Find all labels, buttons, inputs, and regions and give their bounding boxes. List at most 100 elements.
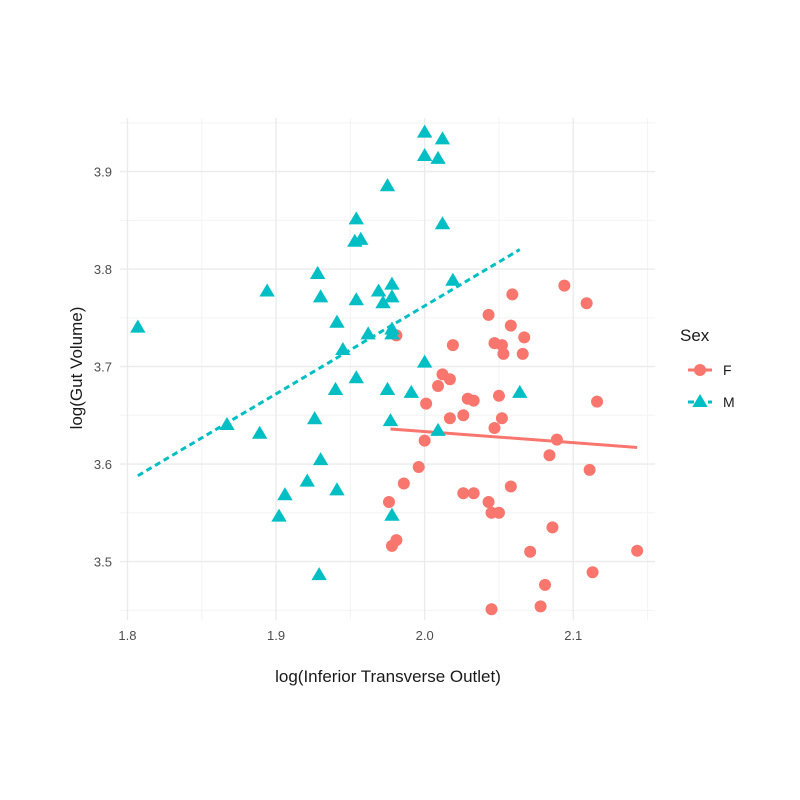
legend-key-marker-m <box>692 393 708 407</box>
grid-lines <box>120 118 655 620</box>
legend-items: FM <box>688 362 735 410</box>
data-point-f <box>497 347 510 360</box>
data-point-m <box>384 507 400 521</box>
data-point-m <box>384 276 400 290</box>
y-tick-label: 3.8 <box>94 262 112 277</box>
data-points <box>130 124 644 616</box>
legend-key-marker-f <box>694 364 706 376</box>
data-point-m <box>312 452 329 466</box>
data-point-m <box>430 422 446 436</box>
data-point-f <box>534 600 547 613</box>
data-point-f <box>504 480 517 493</box>
data-point-f <box>488 421 501 434</box>
data-point-m <box>306 411 323 425</box>
y-tick-label: 3.7 <box>94 360 112 375</box>
data-point-f <box>482 496 495 509</box>
y-tick-label: 3.9 <box>94 165 112 180</box>
y-tick-label: 3.6 <box>94 457 112 472</box>
data-point-m <box>311 567 327 581</box>
data-point-m <box>327 381 344 395</box>
data-point-f <box>504 319 517 332</box>
data-point-f <box>457 487 470 500</box>
data-point-m <box>416 354 433 368</box>
data-point-m <box>312 289 329 303</box>
data-point-m <box>434 216 451 230</box>
data-point-f <box>397 477 410 490</box>
data-point-m <box>416 124 433 138</box>
x-axis-title: log(Inferior Transverse Outlet) <box>275 667 501 686</box>
data-point-m <box>416 147 433 162</box>
data-point-m <box>259 283 275 297</box>
data-point-m <box>130 319 146 333</box>
data-point-m <box>299 473 315 487</box>
data-point-f <box>467 487 480 500</box>
data-point-f <box>446 339 459 352</box>
data-point-f <box>467 394 480 407</box>
data-point-f <box>492 506 505 519</box>
data-point-f <box>385 539 398 552</box>
data-point-m <box>384 289 400 303</box>
data-point-m <box>384 321 400 335</box>
data-point-m <box>360 326 376 340</box>
data-point-f <box>516 347 529 360</box>
data-point-m <box>251 425 268 439</box>
legend-label-f: F <box>723 362 732 378</box>
fit-line-m <box>137 248 521 478</box>
data-point-m <box>403 384 419 398</box>
axis-tick-labels: 1.8 1.9 2.0 2.1 3.5 3.6 3.7 3.8 3.9 <box>94 165 582 643</box>
data-point-f <box>546 521 559 534</box>
data-point-f <box>550 433 563 446</box>
legend-label-m: M <box>723 394 735 410</box>
data-point-f <box>580 297 593 310</box>
data-point-m <box>430 150 446 164</box>
data-point-f <box>631 544 644 557</box>
data-point-m <box>348 292 364 306</box>
y-axis-title: log(Gut Volume) <box>67 307 86 430</box>
x-tick-label: 1.9 <box>267 628 285 643</box>
data-point-f <box>518 331 531 344</box>
data-point-f <box>583 463 596 476</box>
legend: Sex FM <box>680 326 735 410</box>
data-point-f <box>457 409 470 422</box>
data-point-m <box>219 416 235 431</box>
data-point-m <box>335 341 351 355</box>
data-point-m <box>329 314 345 328</box>
data-point-f <box>506 288 519 301</box>
data-point-f <box>420 397 433 410</box>
data-point-m <box>348 211 364 225</box>
regression-lines <box>137 248 638 478</box>
data-point-m <box>277 487 293 501</box>
fit-line-f <box>390 427 638 449</box>
data-point-f <box>558 279 571 292</box>
data-point-f <box>432 380 445 393</box>
data-point-m <box>382 413 399 427</box>
data-point-m <box>379 178 396 192</box>
data-point-m <box>348 370 364 384</box>
data-point-f <box>524 545 537 558</box>
data-point-m <box>347 233 363 247</box>
data-point-m <box>271 508 287 522</box>
data-point-m <box>375 295 391 309</box>
x-tick-label: 2.0 <box>416 628 434 643</box>
data-point-f <box>485 603 498 616</box>
data-point-m <box>370 283 387 297</box>
data-point-f <box>412 460 425 473</box>
x-tick-label: 1.8 <box>118 628 136 643</box>
data-point-f <box>591 395 604 408</box>
data-point-m <box>445 272 461 286</box>
data-point-f <box>418 434 431 447</box>
data-point-f <box>492 389 505 402</box>
data-point-f <box>495 412 508 425</box>
data-point-f <box>539 578 552 591</box>
data-point-m <box>379 381 396 395</box>
data-point-f <box>443 373 456 386</box>
data-point-m <box>309 265 326 279</box>
data-point-f <box>543 449 556 462</box>
data-point-f <box>382 496 395 509</box>
legend-title: Sex <box>680 326 710 345</box>
data-point-m <box>512 384 528 398</box>
data-point-f <box>443 412 456 425</box>
x-tick-label: 2.1 <box>564 628 582 643</box>
data-point-f <box>586 566 599 579</box>
